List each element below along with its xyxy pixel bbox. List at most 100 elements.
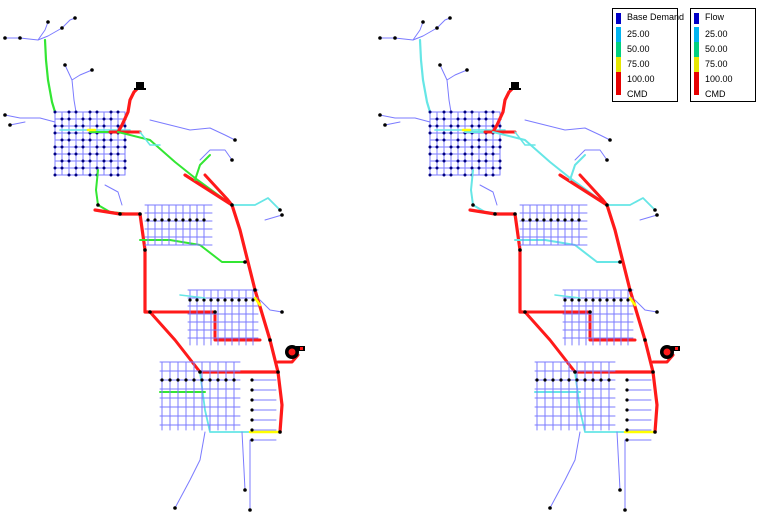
- legend-title: Base Demand: [627, 12, 685, 22]
- junction-node: [188, 218, 192, 222]
- junction-node: [535, 218, 539, 222]
- junction-node: [60, 145, 64, 149]
- legend-color-bar: [694, 13, 699, 24]
- junction-node: [53, 152, 57, 156]
- junction-node: [491, 145, 495, 149]
- junction-node: [477, 159, 481, 163]
- junction-node: [605, 203, 609, 207]
- junction-node: [60, 159, 64, 163]
- junction-node: [243, 260, 247, 264]
- junction-node: [477, 145, 481, 149]
- junction-node: [491, 110, 495, 114]
- junction-node: [138, 212, 142, 216]
- junction-node: [268, 338, 272, 342]
- junction-node: [60, 138, 64, 142]
- junction-node: [456, 159, 460, 163]
- junction-node: [463, 117, 467, 121]
- junction-node: [549, 218, 553, 222]
- junction-node: [551, 378, 555, 382]
- pipe: [524, 119, 611, 141]
- main-pipe: [470, 169, 506, 215]
- junction-node: [577, 298, 581, 302]
- junction-node: [493, 212, 497, 216]
- reservoir-icon: [134, 82, 146, 90]
- junction-node: [81, 145, 85, 149]
- junction-node: [498, 124, 502, 128]
- junction-node: [123, 124, 127, 128]
- junction-node: [123, 138, 127, 142]
- junction-node: [95, 145, 99, 149]
- main-pipe: [491, 84, 517, 134]
- junction-node: [449, 152, 453, 156]
- legend-label: 100.00: [627, 74, 655, 84]
- junction-node: [74, 152, 78, 156]
- junction-node: [109, 159, 113, 163]
- junction-node: [60, 124, 64, 128]
- junction-node: [605, 158, 609, 162]
- legend-color-bar: [616, 13, 621, 24]
- junction-node: [116, 124, 120, 128]
- junction-node: [428, 124, 432, 128]
- junction-node: [463, 152, 467, 156]
- junction-node: [153, 218, 157, 222]
- pipe: [412, 21, 424, 41]
- junction-node: [498, 159, 502, 163]
- pipe: [554, 294, 581, 299]
- junction-node: [484, 159, 488, 163]
- junction-node: [584, 298, 588, 302]
- main-pipe: [468, 208, 517, 216]
- junction-node: [456, 166, 460, 170]
- main-pipe: [95, 169, 131, 215]
- pipe: [139, 131, 161, 146]
- junction-node: [116, 173, 120, 177]
- pipe: [628, 296, 637, 307]
- junction-node: [90, 68, 94, 72]
- junction-node: [575, 378, 579, 382]
- junction-node: [253, 288, 257, 292]
- legend-color-bar: [694, 72, 699, 95]
- junction-node: [67, 117, 71, 121]
- junction-node: [81, 117, 85, 121]
- junction-node: [230, 158, 234, 162]
- legend-color-bar: [616, 42, 621, 57]
- junction-node: [123, 159, 127, 163]
- junction-node: [625, 398, 629, 402]
- main-pipe: [117, 131, 233, 206]
- pipe: [446, 69, 468, 81]
- legend-color-bar: [694, 57, 699, 72]
- junction-node: [53, 124, 57, 128]
- junction-node: [428, 110, 432, 114]
- junction-node: [463, 138, 467, 142]
- junction-node: [484, 117, 488, 121]
- main-pipe: [418, 38, 432, 114]
- main-pipe: [558, 173, 655, 374]
- legend-label: 25.00: [627, 29, 650, 39]
- junction-node: [200, 378, 204, 382]
- junction-node: [88, 110, 92, 114]
- junction-node: [438, 63, 442, 67]
- junction-node: [442, 110, 446, 114]
- junction-node: [449, 131, 453, 135]
- junction-node: [521, 218, 525, 222]
- pipe: [241, 431, 246, 491]
- junction-node: [378, 113, 382, 117]
- junction-node: [456, 117, 460, 121]
- legend-label: CMD: [705, 89, 726, 99]
- junction-node: [626, 298, 630, 302]
- junction-node: [116, 145, 120, 149]
- pump-icon: [675, 347, 678, 350]
- junction-node: [456, 145, 460, 149]
- legend-label: 75.00: [705, 59, 728, 69]
- junction-node: [484, 173, 488, 177]
- pipe: [179, 294, 206, 299]
- legend-flow: Flow 25.00 50.00 75.00 100.00 CMD: [690, 8, 756, 102]
- pipe: [384, 121, 401, 126]
- junction-node: [216, 298, 220, 302]
- junction-node: [216, 378, 220, 382]
- junction-node: [168, 378, 172, 382]
- junction-node: [428, 173, 432, 177]
- junction-node: [276, 370, 280, 374]
- junction-node: [542, 218, 546, 222]
- main-pipe: [43, 38, 57, 114]
